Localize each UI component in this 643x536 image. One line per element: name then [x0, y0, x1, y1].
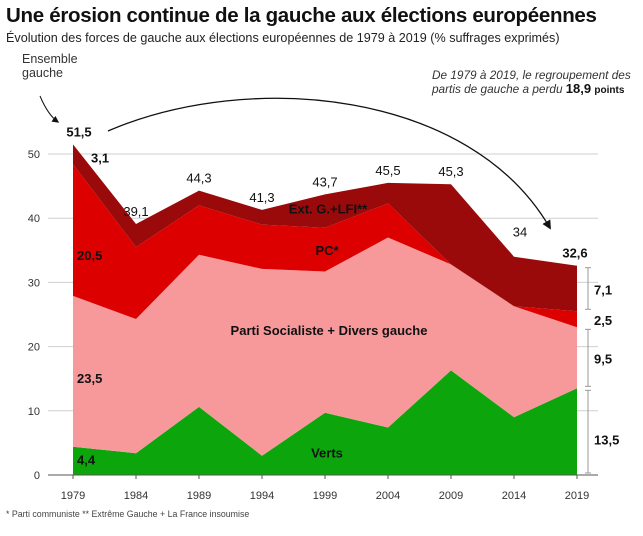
chart-title: Une érosion continue de la gauche aux él…	[6, 4, 597, 27]
y-tick-label: 40	[28, 213, 40, 225]
total-label: 51,5	[66, 124, 91, 139]
chart-subtitle: Évolution des forces de gauche aux élect…	[6, 31, 560, 45]
label-pc-name: PC*	[315, 243, 339, 258]
x-tick-label: 2019	[565, 490, 589, 502]
x-tick-label: 1994	[250, 490, 274, 502]
area-pc	[73, 164, 577, 328]
area-ext	[73, 144, 577, 312]
label-verts-1979: 4,4	[77, 453, 96, 468]
label-ext-name: Ext. G.+LFI**	[289, 202, 368, 217]
area-verts	[73, 370, 577, 475]
x-tick-label: 1989	[187, 490, 211, 502]
total-label: 45,3	[438, 164, 463, 179]
y-tick-label: 20	[28, 342, 40, 354]
annotation-value: 18,9	[565, 81, 592, 96]
label-pc-1979: 20,5	[77, 248, 102, 263]
total-label: 39,1	[123, 204, 148, 219]
ensemble-gauche-label: Ensemble gauche	[22, 52, 78, 80]
total-label: 44,3	[186, 171, 211, 186]
annotation-text: De 1979 à 2019, le regroupement des part…	[432, 68, 631, 96]
label-ps-name: Parti Socialiste + Divers gauche	[231, 323, 428, 338]
label-ext-1979: 3,1	[91, 150, 109, 165]
total-label: 34	[513, 225, 527, 240]
annotation-points: 18,9 points	[565, 81, 625, 97]
ensemble-arrow	[39, 95, 60, 123]
right-label-ps: 9,5	[594, 351, 612, 366]
right-label-pc: 2,5	[594, 313, 612, 328]
total-label: 43,7	[312, 174, 337, 189]
x-tick-label: 1999	[313, 490, 337, 502]
area-ps	[73, 237, 577, 456]
right-label-verts: 13,5	[594, 432, 619, 447]
y-tick-label: 0	[34, 470, 40, 482]
x-tick-label: 2014	[502, 490, 526, 502]
total-label: 32,6	[562, 246, 587, 261]
label-ps-1979: 23,5	[77, 371, 102, 386]
label-verts-name: Verts	[311, 446, 343, 461]
decline-arrow	[107, 97, 551, 230]
y-tick-label: 30	[28, 277, 40, 289]
x-tick-label: 1984	[124, 490, 148, 502]
total-label: 41,3	[249, 190, 274, 205]
annotation-note: De 1979 à 2019, le regroupement des part…	[432, 68, 632, 98]
x-tick-label: 1979	[61, 490, 85, 502]
x-tick-label: 2009	[439, 490, 463, 502]
footnote: * Parti communiste ** Extrême Gauche + L…	[6, 509, 250, 519]
right-label-ext: 7,1	[594, 283, 612, 298]
y-tick-label: 50	[28, 149, 40, 161]
y-tick-label: 10	[28, 406, 40, 418]
annotation-unit: points	[594, 85, 625, 96]
x-tick-label: 2004	[376, 490, 400, 502]
total-label: 45,5	[375, 163, 400, 178]
